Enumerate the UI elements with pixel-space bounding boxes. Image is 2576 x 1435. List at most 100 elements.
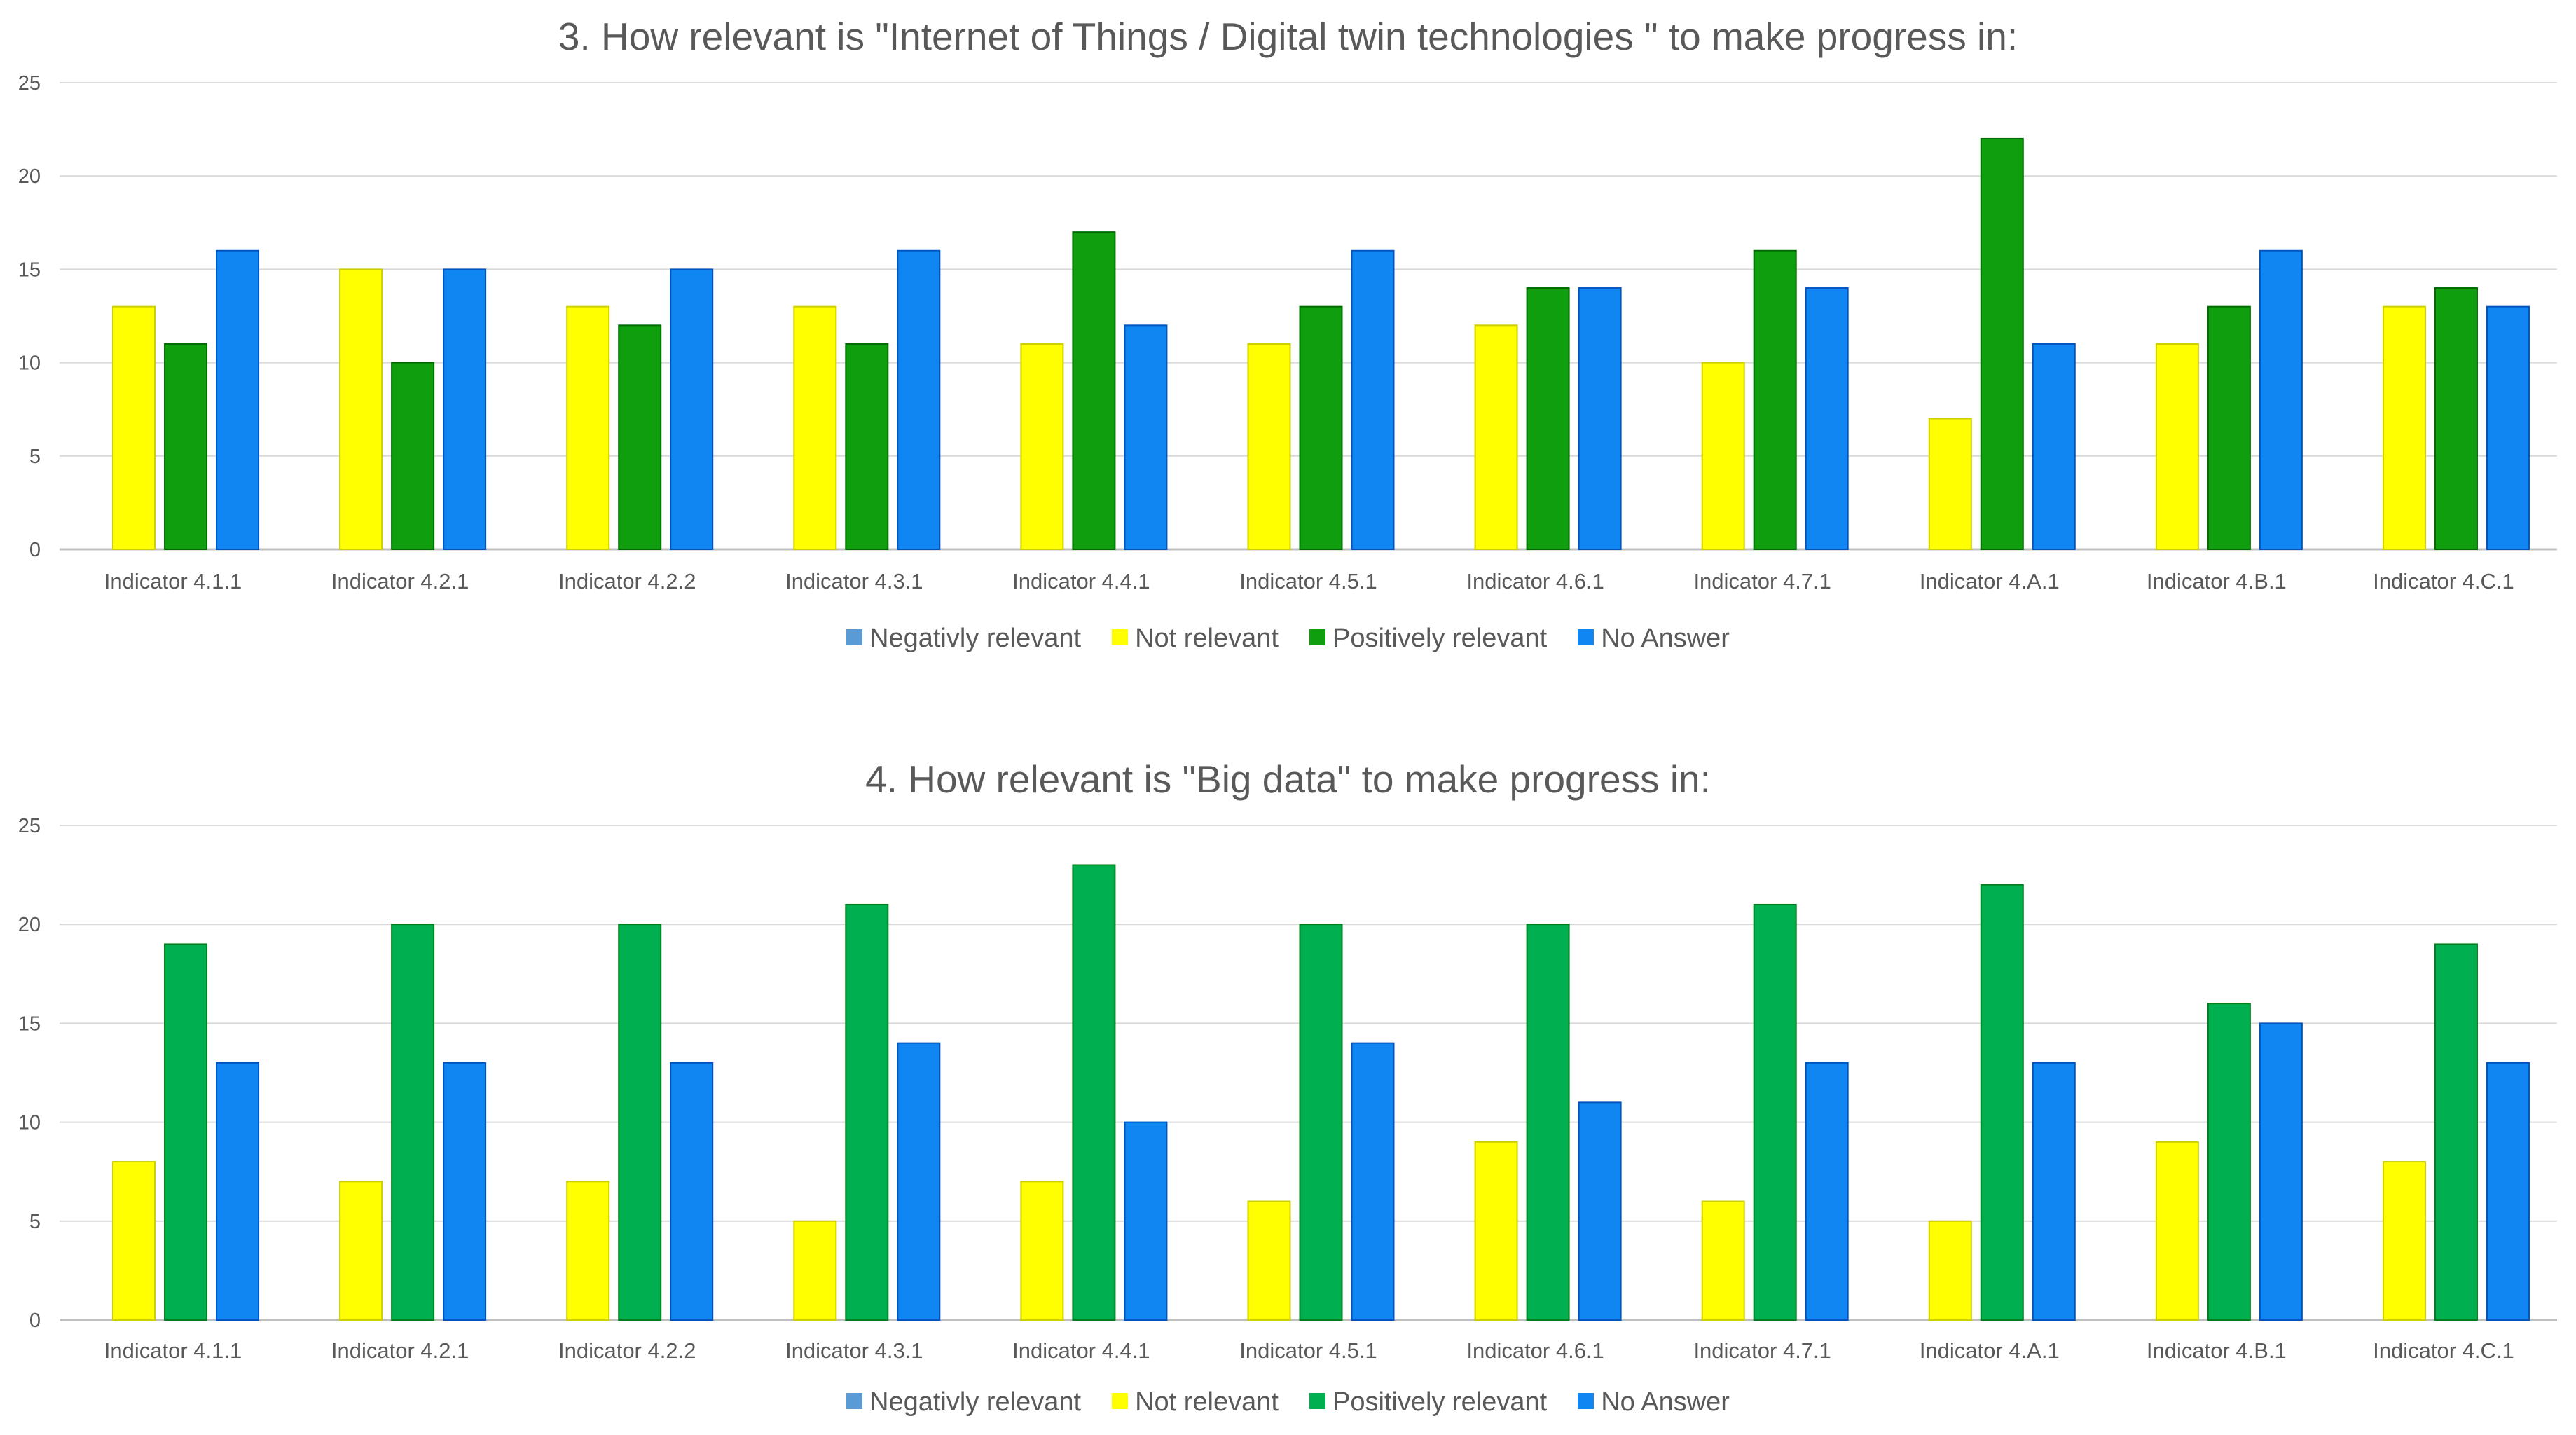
legend-swatch bbox=[1578, 1393, 1594, 1410]
chart-title: 3. How relevant is "Internet of Things /… bbox=[558, 15, 2018, 58]
bar-no-answer bbox=[1805, 1062, 1849, 1321]
bar-positively-relevant bbox=[2207, 1003, 2251, 1321]
legend-label: Not relevant bbox=[1135, 1387, 1279, 1417]
bar-positively-relevant bbox=[1526, 287, 1570, 550]
bar-no-answer bbox=[216, 1062, 260, 1321]
legend-label: Negativly relevant bbox=[869, 624, 1082, 653]
bar-positively-relevant bbox=[1299, 305, 1343, 550]
bar-positively-relevant bbox=[2434, 287, 2478, 550]
legend-label: Positively relevant bbox=[1332, 624, 1548, 653]
x-tick-label: Indicator 4.7.1 bbox=[1693, 569, 1831, 593]
bar-not-relevant bbox=[1701, 362, 1745, 550]
bar-no-answer bbox=[897, 1042, 941, 1321]
chart-iot-digital-twin: 3. How relevant is "Internet of Things /… bbox=[0, 0, 2576, 711]
bar-not-relevant bbox=[2382, 305, 2426, 550]
bar-no-answer bbox=[1351, 249, 1395, 550]
y-tick-label: 0 bbox=[29, 539, 41, 561]
y-tick-label: 5 bbox=[29, 1211, 41, 1233]
y-tick-label: 20 bbox=[18, 914, 41, 936]
bar-no-answer bbox=[1351, 1042, 1395, 1321]
y-tick-label: 0 bbox=[29, 1310, 41, 1332]
x-tick-label: Indicator 4.2.1 bbox=[331, 569, 469, 593]
legend-label: Negativly relevant bbox=[869, 1387, 1082, 1417]
bar-positively-relevant bbox=[1753, 903, 1797, 1321]
legend-label: No Answer bbox=[1601, 1387, 1730, 1417]
legend-swatch bbox=[1309, 629, 1325, 646]
bar-no-answer bbox=[1578, 1101, 1622, 1321]
legend-item: No Answer bbox=[1578, 1387, 1730, 1417]
y-tick-label: 25 bbox=[18, 815, 41, 837]
bar-positively-relevant bbox=[164, 943, 208, 1321]
bar-no-answer bbox=[2032, 1062, 2076, 1321]
bar-not-relevant bbox=[793, 305, 837, 550]
bar-positively-relevant bbox=[618, 324, 662, 550]
bar-not-relevant bbox=[2382, 1161, 2426, 1321]
bar-no-answer bbox=[2259, 249, 2303, 550]
x-tick-label: Indicator 4.A.1 bbox=[1920, 569, 2060, 593]
x-tick-label: Indicator 4.5.1 bbox=[1239, 1338, 1377, 1363]
legend-label: No Answer bbox=[1601, 624, 1730, 653]
x-tick-label: Indicator 4.C.1 bbox=[2373, 1338, 2514, 1363]
bar-no-answer bbox=[2486, 1062, 2530, 1321]
bar-not-relevant bbox=[1928, 1220, 1972, 1321]
x-tick-label: Indicator 4.6.1 bbox=[1466, 569, 1604, 593]
x-tick-label: Indicator 4.7.1 bbox=[1693, 1338, 1831, 1363]
x-tick-label: Indicator 4.4.1 bbox=[1012, 1338, 1150, 1363]
bar-not-relevant bbox=[793, 1220, 837, 1321]
bar-not-relevant bbox=[1701, 1200, 1745, 1321]
x-tick-label: Indicator 4.1.1 bbox=[104, 569, 242, 593]
bar-positively-relevant bbox=[1980, 884, 2024, 1321]
plot-area: 0 5 10 15 20 25 Indicator 4.1.1 Indicator 4.2.1… bbox=[18, 72, 2557, 593]
bar-positively-relevant bbox=[1072, 231, 1116, 550]
x-tick-label: Indicator 4.B.1 bbox=[2147, 1338, 2287, 1363]
bar-no-answer bbox=[2486, 305, 2530, 550]
bar-positively-relevant bbox=[2434, 943, 2478, 1321]
bar-positively-relevant bbox=[1526, 924, 1570, 1321]
bar-positively-relevant bbox=[164, 343, 208, 550]
bar-positively-relevant bbox=[845, 903, 889, 1321]
legend-item: Not relevant bbox=[1112, 1387, 1279, 1417]
bar-positively-relevant bbox=[618, 924, 662, 1321]
x-tick-label: Indicator 4.4.1 bbox=[1012, 569, 1150, 593]
bar-positively-relevant bbox=[1753, 249, 1797, 550]
legend-item: Positively relevant bbox=[1309, 624, 1547, 654]
plot-area: 0 5 10 15 20 25 Indicator 4.1.1 Indicator 4.2.1… bbox=[18, 815, 2557, 1363]
x-tick-label: Indicator 4.A.1 bbox=[1920, 1338, 2060, 1363]
bar-positively-relevant bbox=[845, 343, 889, 550]
y-tick-label: 15 bbox=[18, 1012, 41, 1035]
chart-big-data: 4. How relevant is "Big data" to make pr… bbox=[0, 743, 2576, 1435]
x-tick-label: Indicator 4.C.1 bbox=[2373, 569, 2514, 593]
legend-swatch bbox=[1112, 1393, 1129, 1410]
y-tick-label: 5 bbox=[29, 446, 41, 468]
legend-item: Negativly relevant bbox=[846, 1387, 1081, 1417]
y-tick-label: 20 bbox=[18, 165, 41, 188]
x-tick-label: Indicator 4.1.1 bbox=[104, 1338, 242, 1363]
bar-positively-relevant bbox=[1072, 864, 1116, 1321]
legend-swatch bbox=[846, 1393, 863, 1410]
bar-not-relevant bbox=[1928, 418, 1972, 551]
x-tick-label: Indicator 4.B.1 bbox=[2147, 569, 2287, 593]
bar-no-answer bbox=[216, 249, 260, 550]
bar-not-relevant bbox=[2155, 1141, 2199, 1321]
y-tick-label: 10 bbox=[18, 1112, 41, 1134]
bar-positively-relevant bbox=[1980, 137, 2024, 551]
y-tick-label: 10 bbox=[18, 352, 41, 375]
legend-item: No Answer bbox=[1578, 624, 1730, 654]
legend-label: Not relevant bbox=[1135, 624, 1279, 653]
legend-swatch bbox=[1309, 1393, 1325, 1410]
bar-not-relevant bbox=[1020, 343, 1064, 550]
x-tick-label: Indicator 4.2.2 bbox=[558, 1338, 696, 1363]
legend-swatch bbox=[846, 629, 863, 646]
x-tick-label: Indicator 4.3.1 bbox=[785, 569, 923, 593]
y-tick-label: 25 bbox=[18, 72, 41, 95]
chart-title: 4. How relevant is "Big data" to make pr… bbox=[865, 757, 1711, 801]
bar-no-answer bbox=[1124, 1121, 1168, 1321]
bar-no-answer bbox=[670, 1062, 714, 1321]
bar-positively-relevant bbox=[1299, 924, 1343, 1321]
bar-not-relevant bbox=[1247, 1200, 1291, 1321]
bar-no-answer bbox=[2259, 1022, 2303, 1321]
bar-not-relevant bbox=[1474, 1141, 1518, 1321]
bar-no-answer bbox=[670, 268, 714, 550]
bar-not-relevant bbox=[1020, 1181, 1064, 1321]
